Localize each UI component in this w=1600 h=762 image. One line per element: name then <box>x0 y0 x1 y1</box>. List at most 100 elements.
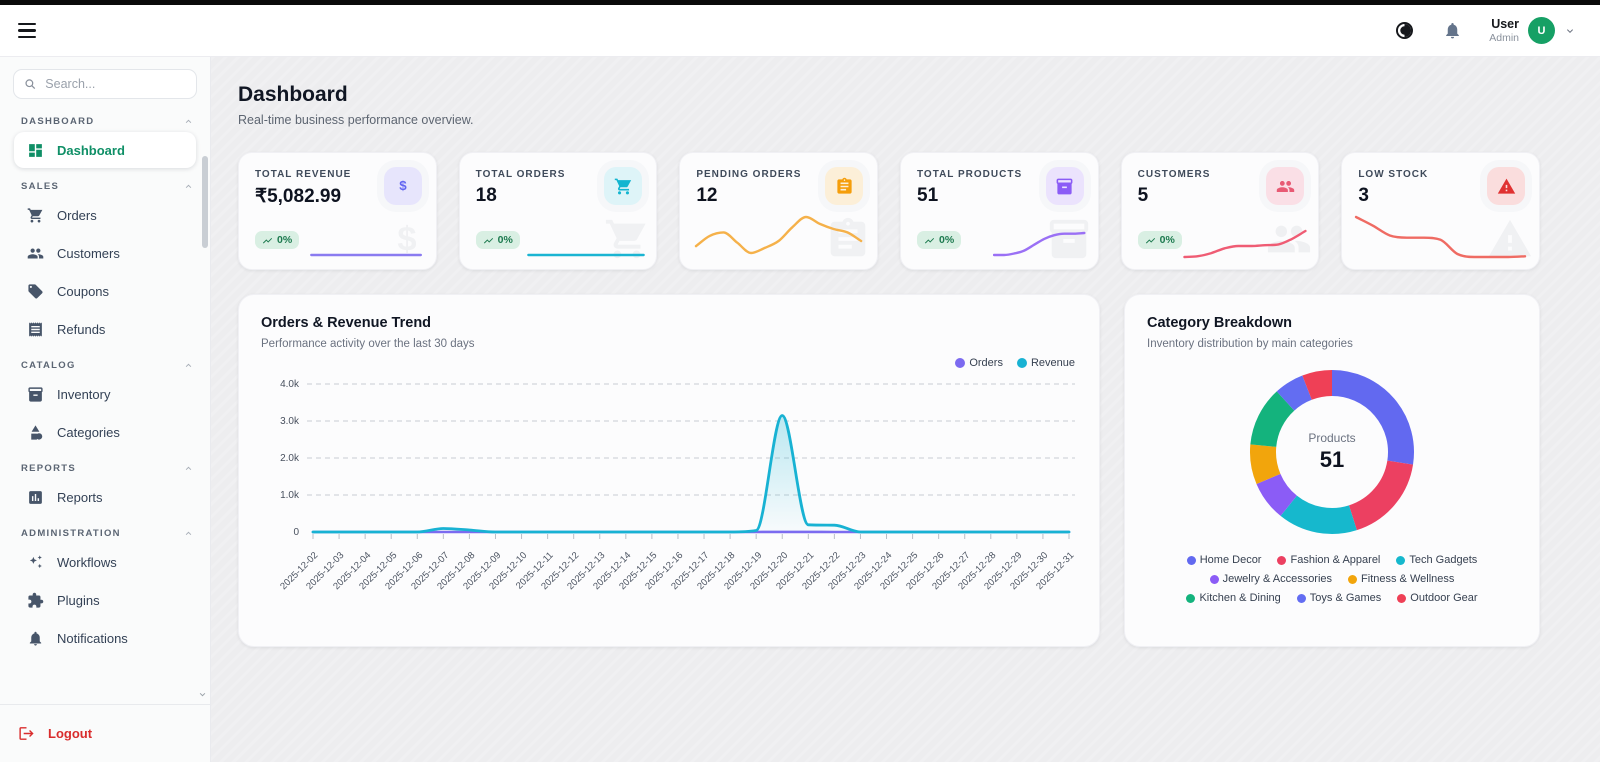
search-box[interactable] <box>13 69 197 99</box>
sidebar-item-refunds[interactable]: Refunds <box>14 311 196 347</box>
donut-segment-outdoor-gear[interactable] <box>1302 370 1333 400</box>
stat-value: 51 <box>917 185 939 206</box>
stats-row: TOTAL REVENUE ₹5,082.99 $ $0% TOTAL ORDERS 18… <box>238 152 1540 270</box>
donut-legend-item-home-decor[interactable]: Home Decor <box>1186 554 1262 566</box>
logout-button[interactable]: Logout <box>0 704 210 762</box>
sidebar-item-inventory[interactable]: Inventory <box>14 376 196 412</box>
chevron-down-icon <box>1567 28 1573 33</box>
breakdown-title: Category Breakdown <box>1147 315 1293 331</box>
sidebar-item-label: Dashboard <box>57 142 125 158</box>
donut-legend-item-tech-gadgets[interactable]: Tech Gadgets <box>1396 554 1477 566</box>
chevron-up-icon <box>185 119 192 124</box>
donut-segment-fitness-wellness[interactable] <box>1250 444 1281 484</box>
donut-legend-item-jewelry-accessories[interactable]: Jewelry & Accessories <box>1209 573 1332 585</box>
stat-card-total-products: TOTAL PRODUCTS 51 0% <box>900 152 1099 270</box>
legend-dot <box>1016 358 1027 368</box>
donut-segment-jewelry-accessories[interactable] <box>1256 473 1298 516</box>
legend-label: Fitness & Wellness <box>1361 573 1455 585</box>
stat-card-customers: CUSTOMERS 5 0% <box>1120 152 1320 270</box>
notifications-bell-icon[interactable] <box>1441 20 1463 42</box>
dollar-icon: $ <box>399 178 407 193</box>
legend-label: Orders <box>969 357 1003 369</box>
sidebar-item-label: Customers <box>57 245 120 261</box>
donut-segment-tech-gadgets[interactable] <box>1280 495 1357 534</box>
donut-segment-fashion-apparel[interactable] <box>1348 460 1414 531</box>
donut-legend-item-outdoor-gear[interactable]: Outdoor Gear <box>1397 592 1478 604</box>
sidebar-item-label: Workflows <box>57 554 117 570</box>
scroll-down-icon[interactable] <box>197 689 208 700</box>
donut-legend-item-fashion-apparel[interactable]: Fashion & Apparel <box>1277 554 1380 566</box>
trend-y-axis: 0 1.0k 2.0k 3.0k 4.0k <box>261 372 299 540</box>
legend-label: Toys & Games <box>1309 592 1382 604</box>
sidebar-scrollbar[interactable] <box>202 156 208 248</box>
stat-sparkline <box>527 243 645 257</box>
y-tick-label: 3.0k <box>280 416 299 427</box>
donut-segment-home-decor[interactable] <box>1331 370 1414 465</box>
legend-label: Kitchen & Dining <box>1199 592 1281 604</box>
stat-value: ₹5,082.99 <box>255 186 342 207</box>
dashboard-icon <box>28 143 42 157</box>
y-tick-label: 0 <box>293 527 299 538</box>
nav-section-label: ADMINISTRATION <box>21 528 121 539</box>
donut-legend-item-fitness-wellness[interactable]: Fitness & Wellness <box>1348 573 1454 585</box>
orders-cart-icon <box>27 207 42 223</box>
sidebar-item-workflows[interactable]: Workflows <box>14 544 196 580</box>
legend-item-revenue[interactable]: Revenue <box>1016 357 1075 369</box>
archive-icon <box>1056 178 1073 194</box>
notifications-bell-icon <box>29 631 41 646</box>
stat-card-total-revenue: TOTAL REVENUE ₹5,082.99 $ $0% <box>238 152 437 270</box>
legend-label: Tech Gadgets <box>1409 554 1478 566</box>
nav-section-reports[interactable]: REPORTS <box>21 463 194 474</box>
stat-label: PENDING ORDERS <box>696 169 802 180</box>
donut-segment-toys-games[interactable] <box>1276 375 1313 411</box>
donut-segment-kitchen-dining[interactable] <box>1250 391 1295 448</box>
donut-center-label: Products <box>1308 431 1356 445</box>
sidebar-item-reports[interactable]: Reports <box>14 479 196 515</box>
search-input[interactable] <box>43 76 186 92</box>
stat-trend-value: 0% <box>939 234 955 246</box>
ghost-archive-icon <box>1049 219 1088 259</box>
stat-icon-chip <box>1045 167 1084 205</box>
trend-x-axis: 2025-12-02 2025-12-03 2025-12-04 2025-12-05… <box>279 542 1077 608</box>
stat-sparkline <box>993 231 1085 257</box>
sidebar-item-orders[interactable]: Orders <box>14 197 196 233</box>
stat-trend-value: 0% <box>277 234 293 246</box>
stat-trend-value: 0% <box>1159 234 1175 246</box>
donut-center: Products 51 <box>1244 364 1420 540</box>
stat-sparkline <box>1183 229 1307 259</box>
stat-trend-badge: 0% <box>255 231 300 249</box>
svg-text:$: $ <box>399 178 407 193</box>
nav-section-administration[interactable]: ADMINISTRATION <box>21 528 194 539</box>
stat-sparkline <box>694 215 863 255</box>
legend-dot <box>955 358 966 368</box>
hamburger-menu-icon[interactable] <box>18 18 44 44</box>
trend-up-icon <box>924 237 935 243</box>
sidebar-item-plugins[interactable]: Plugins <box>14 582 196 618</box>
stat-sparkline <box>310 243 422 257</box>
user-menu[interactable]: User Admin U <box>1489 17 1576 44</box>
stat-icon-chip <box>1487 167 1525 205</box>
donut-center-value: 51 <box>1319 447 1345 472</box>
legend-item-orders[interactable]: Orders <box>955 357 1003 369</box>
cart-icon <box>614 178 632 194</box>
legend-label: Home Decor <box>1199 554 1262 566</box>
legend-dot <box>1277 555 1287 565</box>
sidebar-item-notifications[interactable]: Notifications <box>14 620 196 656</box>
nav-section-label: CATALOG <box>21 360 76 371</box>
warning-icon <box>1497 178 1515 194</box>
sidebar-item-coupons[interactable]: Coupons <box>14 273 196 309</box>
legend-label: Fashion & Apparel <box>1290 554 1381 566</box>
sidebar-item-customers[interactable]: Customers <box>14 235 196 271</box>
nav-section-catalog[interactable]: CATALOG <box>21 360 194 371</box>
donut-legend-item-toys-games[interactable]: Toys & Games <box>1296 592 1382 604</box>
donut-legend-item-kitchen-dining[interactable]: Kitchen & Dining <box>1186 592 1281 604</box>
theme-toggle-icon[interactable] <box>1393 20 1415 42</box>
sidebar-item-dashboard[interactable]: Dashboard <box>14 132 196 168</box>
stat-label: CUSTOMERS <box>1137 169 1211 180</box>
nav-section-sales[interactable]: SALES <box>21 181 194 192</box>
top-strip <box>0 0 1600 5</box>
sidebar-item-categories[interactable]: Categories <box>14 414 196 450</box>
stat-label: TOTAL PRODUCTS <box>917 169 1023 180</box>
nav-section-dashboard[interactable]: DASHBOARD <box>21 116 194 127</box>
logout-icon <box>19 727 34 740</box>
